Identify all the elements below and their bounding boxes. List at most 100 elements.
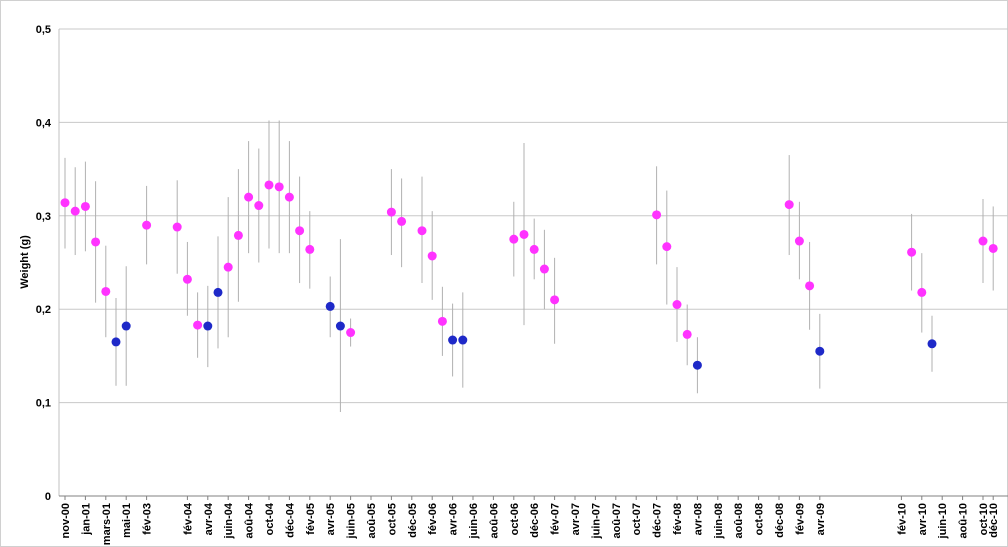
data-point-magenta: [907, 247, 917, 257]
data-point-blue: [325, 301, 335, 311]
data-point-magenta: [70, 206, 80, 216]
data-point-magenta: [346, 328, 356, 338]
x-tick-label: fév-05: [305, 503, 317, 535]
x-tick-label: oct-08: [754, 503, 766, 535]
data-point-magenta: [539, 264, 549, 274]
data-point-magenta: [988, 243, 998, 253]
data-point-magenta: [529, 244, 539, 254]
x-tick-label: avr-07: [570, 503, 582, 535]
x-tick-label: juin-06: [468, 503, 480, 539]
data-point-magenta: [142, 220, 152, 230]
x-tick-label: juin-04: [223, 502, 235, 539]
x-tick-label: avr-10: [917, 503, 929, 535]
x-tick-label: fév-06: [427, 503, 439, 535]
axes: [58, 29, 1008, 500]
data-point-magenta: [805, 281, 815, 291]
data-point-blue: [335, 321, 345, 331]
x-tick-label: déc-06: [529, 503, 541, 538]
y-axis-label: Weight (g): [19, 235, 31, 289]
x-tick-label: oct-04: [264, 502, 276, 535]
data-point-magenta: [794, 236, 804, 246]
data-point-magenta: [672, 300, 682, 310]
data-point-magenta: [417, 226, 427, 236]
x-tick-label: fév-08: [672, 503, 684, 535]
x-tick-label: fév-03: [142, 503, 154, 535]
x-tick-label: aoû-04: [244, 502, 256, 538]
data-point-magenta: [509, 234, 519, 244]
x-tick-label: déc-10: [988, 503, 1000, 538]
y-tick-label: 0,1: [36, 398, 51, 410]
data-point-blue: [121, 321, 131, 331]
data-point-magenta: [233, 230, 243, 240]
x-tick-label: avr-05: [325, 503, 337, 535]
y-tick-label: 0,3: [36, 211, 51, 223]
data-point-blue: [111, 337, 121, 347]
data-point-blue: [815, 346, 825, 356]
data-point-magenta: [172, 222, 182, 232]
data-point-magenta: [682, 329, 692, 339]
data-point-magenta: [182, 274, 192, 284]
data-point-magenta: [274, 182, 284, 192]
y-tick-label: 0,2: [36, 304, 51, 316]
x-tick-label: jan-01: [80, 503, 92, 536]
data-point-blue: [203, 321, 213, 331]
data-point-magenta: [519, 229, 529, 239]
gridlines: [59, 28, 1008, 404]
data-point-magenta: [60, 198, 70, 208]
x-tick-label: nov-00: [60, 503, 72, 538]
x-tick-label: oct-10: [978, 503, 990, 535]
data-point-magenta: [193, 320, 203, 330]
y-tick-label: 0,4: [36, 117, 52, 129]
x-tick-label: aoû-05: [366, 503, 378, 538]
x-tick-label: fév-09: [794, 503, 806, 535]
x-tick-label: avr-09: [815, 503, 827, 535]
data-point-blue: [458, 335, 468, 345]
data-point-magenta: [223, 262, 233, 272]
data-point-magenta: [917, 287, 927, 297]
data-point-blue: [448, 335, 458, 345]
data-point-magenta: [295, 226, 305, 236]
data-point-magenta: [662, 242, 672, 252]
data-point-magenta: [264, 180, 274, 190]
x-tick-label: fév-07: [550, 503, 562, 535]
x-tick-label: oct-05: [386, 503, 398, 535]
x-tick-label: aoû-10: [958, 503, 970, 538]
x-tick-label: aoû-08: [733, 503, 745, 538]
data-point-magenta: [437, 316, 447, 326]
x-tick-label: mars-01: [101, 503, 113, 545]
data-points: [60, 180, 998, 370]
x-tick-label: avr-04: [203, 502, 215, 535]
data-point-magenta: [550, 295, 560, 305]
y-tick-labels: 0 0,1 0,2 0,3 0,4 0,5: [36, 24, 52, 503]
x-tick-label: avr-08: [692, 503, 704, 535]
data-point-magenta: [386, 207, 396, 217]
data-point-magenta: [427, 251, 437, 261]
data-point-magenta: [284, 192, 294, 202]
x-tick-label: mai-01: [121, 503, 133, 538]
data-point-magenta: [397, 216, 407, 226]
x-tick-label: fév-10: [896, 503, 908, 535]
data-point-magenta: [305, 244, 315, 254]
data-point-blue: [213, 287, 223, 297]
data-point-magenta: [80, 201, 90, 211]
data-point-magenta: [244, 192, 254, 202]
x-tick-label: avr-06: [448, 503, 460, 535]
y-tick-label: 0,5: [36, 24, 51, 36]
x-tick-labels: nov-00 jan-01 mars-01 mai-01 fév-03 fév-04 avr…: [60, 502, 1000, 545]
x-tick-label: juin-10: [937, 503, 949, 539]
x-tick-label: déc-05: [407, 503, 419, 538]
x-tick-label: déc-08: [774, 503, 786, 538]
x-tick-label: oct-07: [631, 503, 643, 535]
x-tick-label: aoû-06: [488, 503, 500, 538]
x-tick-label: déc-04: [284, 502, 296, 538]
data-point-magenta: [784, 200, 794, 210]
x-tick-label: fév-04: [182, 502, 194, 535]
x-tick-label: juin-05: [346, 503, 358, 539]
data-point-magenta: [978, 236, 988, 246]
x-tick-label: juin-08: [713, 503, 725, 539]
data-point-magenta: [254, 201, 264, 211]
x-tick-label: oct-06: [509, 503, 521, 535]
